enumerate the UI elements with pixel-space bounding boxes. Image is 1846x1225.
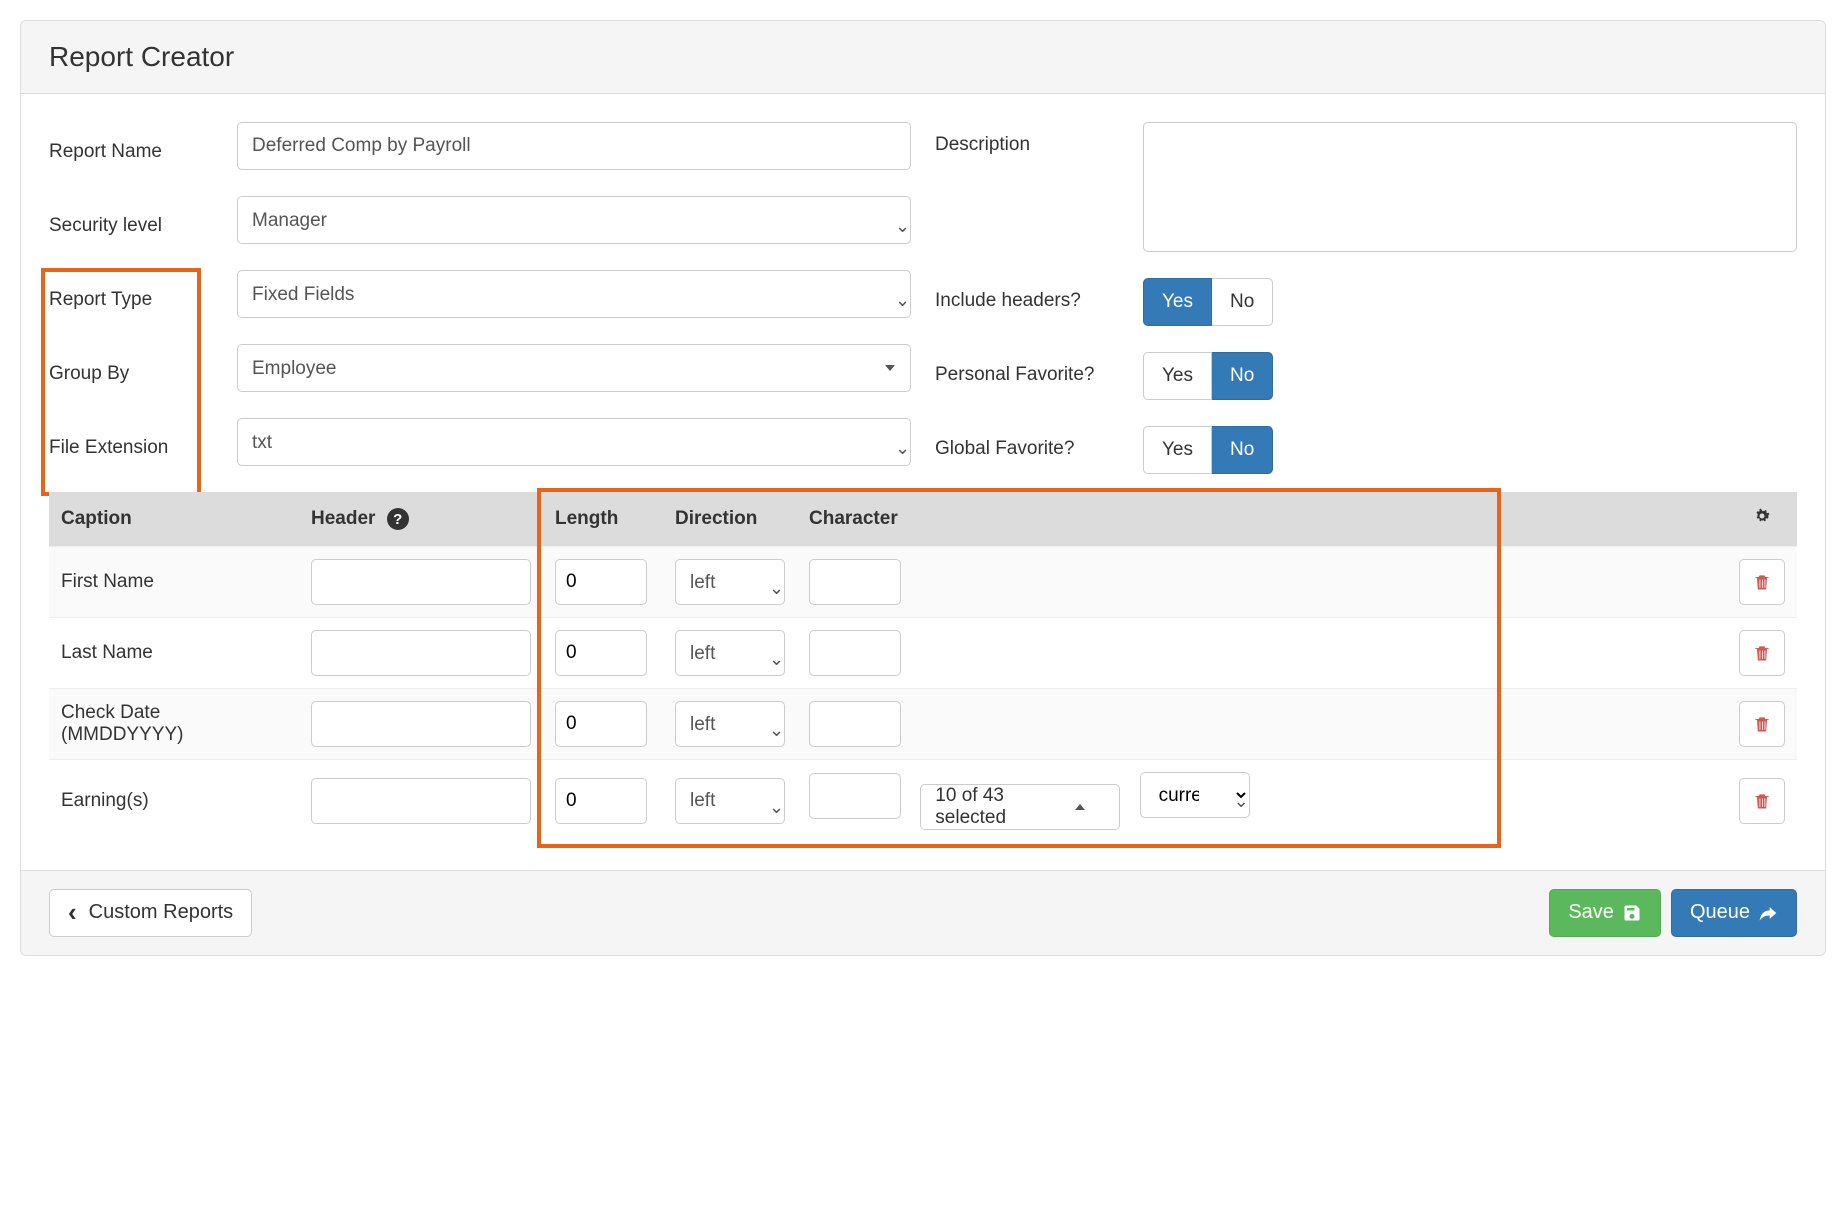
global-favorite-yes[interactable]: Yes xyxy=(1143,426,1212,474)
include-headers-no[interactable]: No xyxy=(1212,278,1273,326)
report-name-input[interactable] xyxy=(237,122,911,170)
save-button[interactable]: Save xyxy=(1549,889,1661,937)
length-input[interactable] xyxy=(555,559,647,605)
personal-favorite-no[interactable]: No xyxy=(1212,352,1273,400)
fields-table-wrap: Caption Header ? Length Direction Charac… xyxy=(49,492,1797,842)
th-direction: Direction xyxy=(663,492,797,547)
th-caption: Caption xyxy=(49,492,299,547)
length-input[interactable] xyxy=(555,630,647,676)
table-row: First Name left xyxy=(49,547,1797,618)
delete-row-button[interactable] xyxy=(1739,701,1785,747)
caption-cell: Check Date (MMDDYYYY) xyxy=(49,689,299,760)
save-icon xyxy=(1622,903,1642,923)
direction-select[interactable]: left xyxy=(675,701,785,747)
panel-footer: Custom Reports Save Queue xyxy=(21,870,1825,955)
report-creator-panel: Report Creator Report Name Security leve… xyxy=(20,20,1826,956)
table-row: Check Date (MMDDYYYY) left xyxy=(49,689,1797,760)
table-row: Last Name left xyxy=(49,618,1797,689)
delete-row-button[interactable] xyxy=(1739,778,1785,824)
trash-icon xyxy=(1752,713,1772,735)
queue-button[interactable]: Queue xyxy=(1671,889,1797,937)
share-icon xyxy=(1758,903,1778,923)
caption-cell: Earning(s) xyxy=(49,760,299,842)
caption-cell: First Name xyxy=(49,547,299,618)
character-input[interactable] xyxy=(809,773,901,819)
length-input[interactable] xyxy=(555,701,647,747)
help-icon[interactable]: ? xyxy=(387,508,409,530)
delete-row-button[interactable] xyxy=(1739,559,1785,605)
report-name-label: Report Name xyxy=(49,129,219,163)
description-label: Description xyxy=(935,122,1125,156)
page-title: Report Creator xyxy=(49,41,1797,73)
direction-select[interactable]: left xyxy=(675,559,785,605)
caption-cell: Last Name xyxy=(49,618,299,689)
group-by-select[interactable]: Employee xyxy=(237,344,911,392)
personal-favorite-label: Personal Favorite? xyxy=(935,352,1125,386)
header-input[interactable] xyxy=(311,778,531,824)
length-input[interactable] xyxy=(555,778,647,824)
th-length: Length xyxy=(543,492,663,547)
global-favorite-no[interactable]: No xyxy=(1212,426,1273,474)
table-row: Earning(s) left 10 of 43 selected currer xyxy=(49,760,1797,842)
security-level-label: Security level xyxy=(49,203,219,237)
global-favorite-toggle: Yes No xyxy=(1143,426,1797,474)
th-gear xyxy=(1727,492,1797,547)
th-character: Character xyxy=(797,492,1727,547)
report-type-select[interactable]: Fixed Fields xyxy=(237,270,911,318)
delete-row-button[interactable] xyxy=(1739,630,1785,676)
description-textarea[interactable] xyxy=(1143,122,1797,252)
global-favorite-label: Global Favorite? xyxy=(935,426,1125,460)
trash-icon xyxy=(1752,642,1772,664)
personal-favorite-yes[interactable]: Yes xyxy=(1143,352,1212,400)
header-input[interactable] xyxy=(311,701,531,747)
include-headers-label: Include headers? xyxy=(935,278,1125,312)
panel-header: Report Creator xyxy=(21,21,1825,94)
custom-reports-button[interactable]: Custom Reports xyxy=(49,889,252,937)
panel-body: Report Name Security level Manager Repor… xyxy=(21,94,1825,870)
currency-select[interactable]: currer xyxy=(1140,772,1250,818)
th-header: Header ? xyxy=(299,492,543,547)
file-extension-select[interactable]: txt xyxy=(237,418,911,466)
personal-favorite-toggle: Yes No xyxy=(1143,352,1797,400)
header-input[interactable] xyxy=(311,559,531,605)
report-type-label: Report Type xyxy=(49,277,219,311)
earnings-multiselect[interactable]: 10 of 43 selected xyxy=(920,784,1120,830)
character-input[interactable] xyxy=(809,559,901,605)
character-input[interactable] xyxy=(809,701,901,747)
header-input[interactable] xyxy=(311,630,531,676)
file-extension-label: File Extension xyxy=(49,425,219,459)
character-input[interactable] xyxy=(809,630,901,676)
trash-icon xyxy=(1752,571,1772,593)
group-by-label: Group By xyxy=(49,351,219,385)
include-headers-toggle: Yes No xyxy=(1143,278,1797,326)
direction-select[interactable]: left xyxy=(675,778,785,824)
include-headers-yes[interactable]: Yes xyxy=(1143,278,1212,326)
direction-select[interactable]: left xyxy=(675,630,785,676)
fields-table: Caption Header ? Length Direction Charac… xyxy=(49,492,1797,842)
gear-icon[interactable] xyxy=(1752,506,1772,526)
security-level-select[interactable]: Manager xyxy=(237,196,911,244)
trash-icon xyxy=(1752,790,1772,812)
